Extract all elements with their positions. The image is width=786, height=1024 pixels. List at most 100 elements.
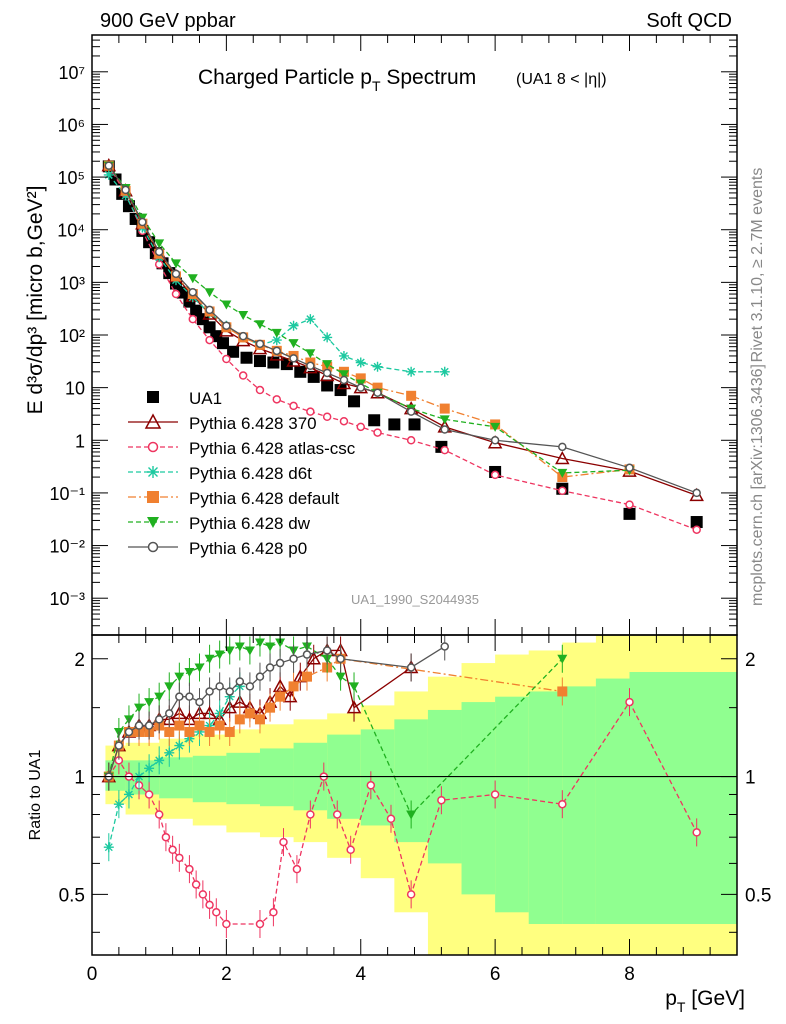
legend-entry-6: Pythia 6.428 p0 — [128, 539, 307, 558]
ratio-point — [114, 741, 124, 750]
ratio-point — [175, 853, 184, 863]
x-tick-label: 2 — [221, 964, 232, 985]
data-point — [372, 382, 383, 393]
ratio-point — [254, 638, 265, 648]
data-point — [188, 314, 198, 324]
data-point — [692, 488, 701, 498]
ratio-axis-label: Ratio to UA1 — [27, 750, 44, 841]
ratio-point — [255, 672, 265, 681]
x-tick-label: 8 — [624, 964, 635, 985]
ratio-point — [174, 740, 185, 751]
ratio-point — [164, 747, 175, 758]
data-point — [205, 305, 214, 315]
data-point — [267, 356, 280, 369]
ratio-point — [154, 715, 164, 724]
ratio-point — [558, 799, 567, 809]
ratio-series-5 — [104, 635, 449, 791]
data-point — [272, 346, 282, 356]
data-point — [222, 354, 231, 364]
x-tick-label: 4 — [355, 964, 366, 985]
ratio-point — [265, 702, 276, 713]
ratio-point — [288, 681, 299, 692]
ratio-point — [275, 691, 286, 702]
data-point — [255, 339, 265, 349]
data-point — [121, 185, 130, 195]
ratio-point — [302, 650, 312, 659]
ratio-point — [292, 864, 302, 874]
ratio-point — [234, 642, 245, 652]
ratio-point — [336, 654, 345, 664]
data-point — [439, 403, 450, 414]
ratio-point — [332, 810, 342, 819]
ratio-point — [406, 663, 416, 672]
data-point — [322, 412, 332, 421]
data-point — [188, 287, 198, 297]
data-point — [238, 310, 249, 320]
data-point — [288, 339, 299, 349]
rivet-label: Rivet 3.1.10, ≥ 2.7M events — [749, 168, 766, 363]
band-green — [427, 709, 463, 864]
ratio-point — [346, 700, 362, 714]
data-point — [373, 428, 382, 437]
data-point — [221, 300, 232, 310]
ratio-point — [144, 721, 154, 730]
data-point — [334, 384, 347, 397]
ratio-point — [195, 697, 204, 707]
ratio-point — [164, 726, 175, 737]
data-point — [271, 335, 282, 346]
data-point — [227, 345, 240, 358]
ratio-point — [289, 654, 298, 664]
data-point — [372, 361, 383, 372]
ratio-point — [234, 714, 245, 725]
data-point — [490, 470, 500, 480]
data-point — [204, 288, 215, 298]
data-point — [170, 259, 181, 269]
data-point — [306, 407, 315, 416]
ratio-point — [144, 763, 155, 774]
legend-label: Pythia 6.428 p0 — [189, 539, 307, 558]
data-point — [217, 337, 230, 350]
ratio-point — [215, 682, 224, 691]
ratio-point — [222, 919, 231, 929]
data-point — [406, 390, 417, 401]
data-point — [253, 355, 266, 368]
header-right: Soft QCD — [646, 10, 732, 32]
legend-marker — [147, 541, 159, 553]
y-tick-label: 10 — [65, 379, 85, 399]
ratio-point — [123, 789, 134, 800]
ratio-point — [322, 646, 332, 655]
data-point — [154, 239, 165, 249]
data-point — [355, 357, 366, 368]
ratio-point — [144, 790, 154, 799]
data-point — [254, 320, 265, 330]
data-point — [187, 274, 198, 284]
axis-ticks: 0 2 4 6 8 10⁻³ 10⁻² 10⁻¹ 1 10 10² 10³ 10⁴ 10⁵ 10⁶ 10⁷ 0.… — [49, 34, 771, 985]
band-green — [226, 752, 261, 805]
ratio-point — [275, 638, 286, 648]
data-point — [339, 416, 349, 426]
y-tick-label: 10⁻¹ — [49, 484, 85, 504]
ratio-point — [205, 687, 214, 696]
legend-entry-3: Pythia 6.428 d6t — [128, 464, 312, 483]
data-point — [305, 314, 316, 325]
legend-label: Pythia 6.428 dw — [189, 514, 311, 533]
data-point — [440, 445, 449, 455]
ratio-point — [406, 890, 416, 899]
data-point — [289, 354, 298, 363]
ratio-point — [175, 692, 184, 701]
band-green — [159, 757, 194, 799]
analysis-label: UA1_1990_S2044935 — [351, 592, 479, 607]
data-point — [205, 335, 214, 345]
ratio-point — [134, 703, 145, 713]
y-tick-label: 10⁵ — [58, 168, 85, 188]
ratio-point — [490, 790, 500, 799]
legend-marker — [147, 491, 159, 503]
ratio-point — [306, 810, 315, 819]
data-point — [307, 370, 320, 383]
ratio-point — [205, 900, 214, 910]
data-point — [406, 407, 416, 416]
data-point — [490, 422, 501, 432]
ratio-series — [101, 635, 701, 939]
ratio-point — [245, 682, 255, 691]
y-tick-label: 10⁶ — [58, 115, 85, 135]
